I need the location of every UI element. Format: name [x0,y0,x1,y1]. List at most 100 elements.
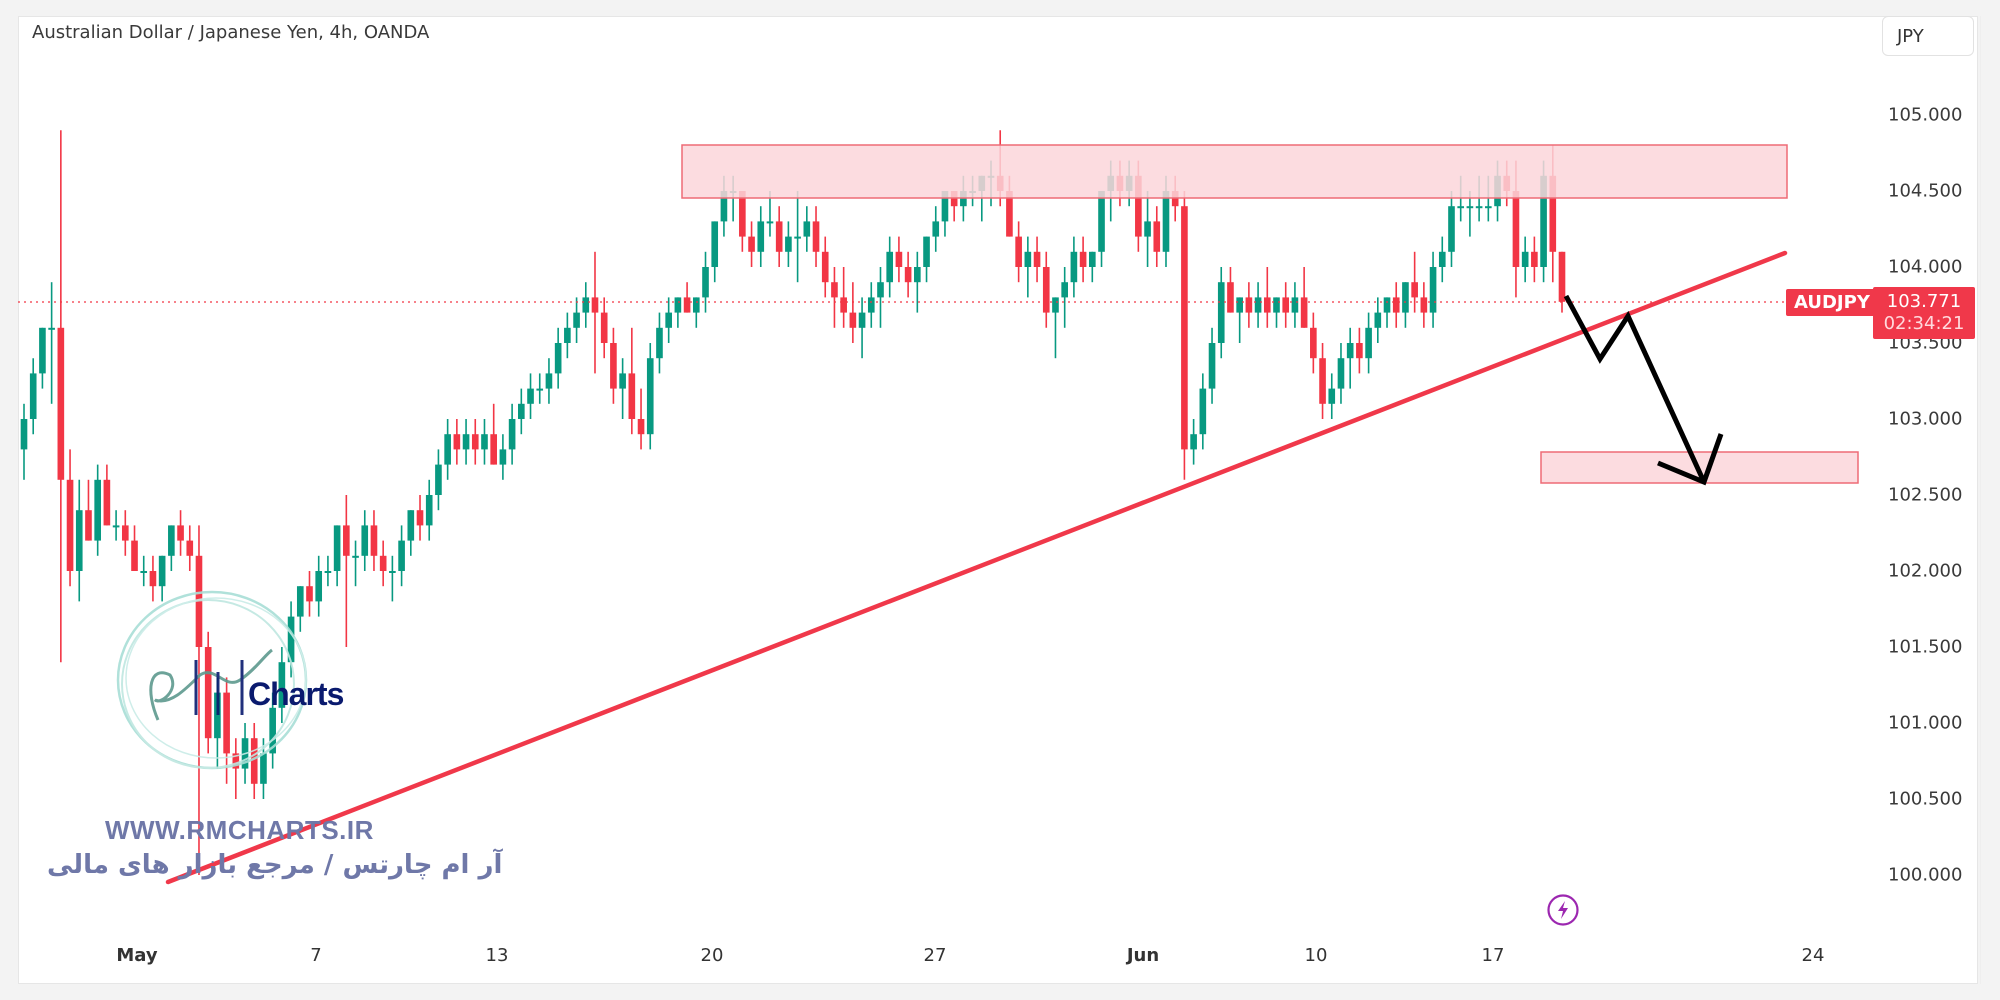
candle [1402,282,1409,313]
candle [904,267,912,283]
watermark-tagline: آر ام چارتس / مرجع بازار های مالی [47,850,503,880]
candle [296,586,304,617]
symbol-label: AUDJPY [1786,289,1878,316]
price-tick: 101.500 [1888,636,1963,658]
candle [1153,221,1161,252]
candle [250,738,258,784]
candle [324,571,332,573]
bar-countdown: 02:34:21 [1883,313,1965,334]
candle [1337,358,1345,389]
projected-move-arrow[interactable] [1563,294,1707,484]
candle [121,525,129,541]
price-tick: 100.500 [1888,788,1963,810]
candle [1162,191,1170,252]
candle [775,221,783,252]
candle [1236,297,1243,313]
candle [573,312,580,328]
rm-charts-logo [116,590,308,770]
candle [1466,206,1474,209]
candle [582,297,590,313]
candle [812,221,820,252]
candle [352,555,359,558]
price-tick: 100.000 [1888,864,1963,886]
candle [610,343,617,389]
candle [186,540,194,556]
candle [278,662,286,708]
candle [204,647,212,739]
price-tick: 102.000 [1888,560,1963,582]
candle [794,236,801,239]
candle [1070,251,1078,283]
candle [1273,297,1280,313]
candle [1033,251,1041,267]
candle [877,282,884,298]
candle [1475,206,1483,209]
candle [306,586,313,602]
candle [858,312,866,328]
candle [1346,343,1354,359]
time-tick: 10 [1304,945,1328,966]
candle [554,343,562,374]
candle [29,373,37,419]
candle [1549,175,1557,252]
candle [370,525,378,556]
price-tick: 104.500 [1888,180,1963,202]
candle [1024,251,1032,267]
time-tick: 13 [485,945,509,966]
candle [1558,251,1566,302]
candle [1181,206,1188,450]
candle [646,358,654,435]
candle [1245,297,1253,313]
candle [269,707,276,754]
candle [886,251,894,283]
candle [1310,327,1317,359]
candle [1411,282,1418,298]
candle [1061,282,1068,298]
candle [637,419,645,435]
candle [425,495,433,526]
candle [149,571,157,587]
candle [941,191,949,222]
candle [665,312,672,328]
candle [140,571,148,573]
candle [1485,206,1492,209]
candle [702,267,709,298]
candle [103,479,111,526]
candle [867,297,875,313]
candle [1190,434,1197,450]
candle [1088,251,1096,267]
price-tick: 103.000 [1888,408,1963,430]
candle [1263,297,1271,313]
candle [1531,251,1538,267]
ascending-trendline[interactable] [165,250,1788,885]
candle [444,434,451,465]
candle [1374,312,1382,328]
candle [379,555,387,571]
candle [462,434,470,450]
candle [849,312,857,328]
candle [619,373,626,389]
candle [1282,297,1290,313]
candle [1540,175,1547,267]
candle [720,191,728,222]
lightning-bolt-icon[interactable] [1546,893,1580,927]
candle [1144,221,1151,237]
price-tick: 104.000 [1888,256,1963,278]
candle [75,510,83,571]
watermark-url: WWW.RMCHARTS.IR [105,815,374,845]
candle [499,449,507,465]
candle [398,540,405,571]
candle [821,251,829,283]
currency-button[interactable]: JPY [1882,16,1974,56]
resistance-zone[interactable] [681,144,1788,199]
candle [48,327,55,330]
candle [1015,236,1022,267]
candle [1438,251,1446,267]
candle [748,236,755,252]
candle [1217,282,1225,343]
candle [131,540,138,571]
candle [1429,267,1437,313]
candle [1448,206,1455,252]
candle [1457,206,1465,209]
